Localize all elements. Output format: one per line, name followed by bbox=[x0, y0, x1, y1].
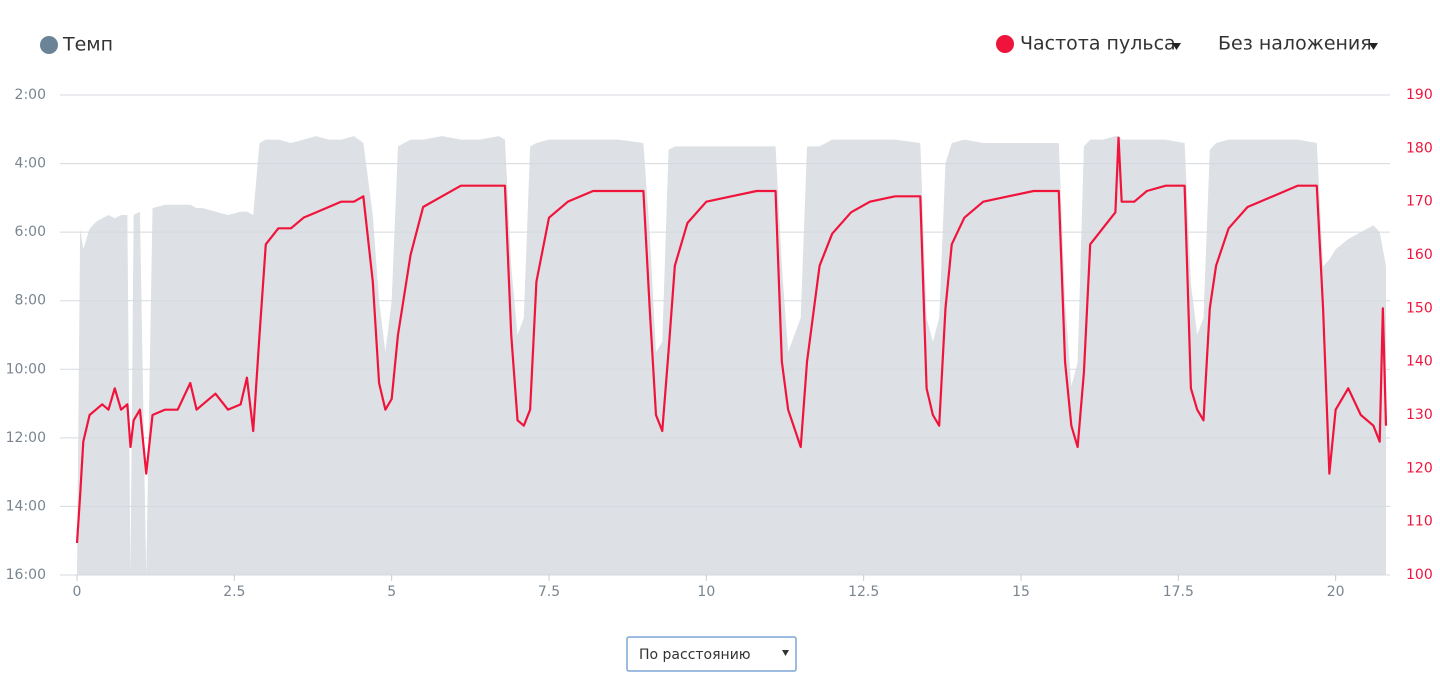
x-tick-label: 0 bbox=[73, 584, 82, 600]
dropdown-arrow[interactable] bbox=[1172, 43, 1181, 50]
y2-tick-label: 110 bbox=[1406, 514, 1433, 530]
legend-marker bbox=[40, 36, 58, 54]
y2-tick-label: 180 bbox=[1406, 140, 1433, 156]
y-tick-label: 12:00 bbox=[6, 430, 46, 446]
y-tick-label: 6:00 bbox=[15, 224, 46, 240]
y2-tick-label: 130 bbox=[1406, 407, 1433, 423]
y-tick-label: 2:00 bbox=[15, 87, 46, 103]
pace-area bbox=[77, 136, 1386, 575]
y-tick-label: 14:00 bbox=[6, 498, 46, 514]
legend-marker bbox=[996, 35, 1014, 53]
y2-tick-label: 140 bbox=[1406, 354, 1433, 370]
legend-label[interactable]: Частота пульса bbox=[1020, 33, 1176, 55]
y2-tick-label: 160 bbox=[1406, 247, 1433, 263]
dropdown-arrow[interactable] bbox=[1369, 43, 1378, 50]
x-mode-select[interactable] bbox=[626, 636, 797, 672]
overlay-select[interactable]: Без наложения bbox=[1218, 33, 1372, 55]
x-tick-label: 20 bbox=[1327, 584, 1345, 600]
y2-tick-label: 100 bbox=[1406, 567, 1433, 583]
x-tick-label: 17.5 bbox=[1163, 584, 1194, 600]
x-tick-label: 2.5 bbox=[223, 584, 245, 600]
x-tick-label: 5 bbox=[387, 584, 396, 600]
x-tick-label: 15 bbox=[1012, 584, 1030, 600]
y2-tick-label: 120 bbox=[1406, 460, 1433, 476]
y-tick-label: 16:00 bbox=[6, 567, 46, 583]
y2-tick-label: 170 bbox=[1406, 194, 1433, 210]
y-tick-label: 10:00 bbox=[6, 361, 46, 377]
x-mode-label[interactable]: По расстоянию bbox=[639, 647, 751, 663]
y-tick-label: 8:00 bbox=[15, 293, 46, 309]
y2-tick-label: 190 bbox=[1406, 87, 1433, 103]
heart-rate-line bbox=[75, 136, 1388, 544]
x-tick-label: 10 bbox=[697, 584, 715, 600]
x-tick-label: 12.5 bbox=[848, 584, 879, 600]
dropdown-arrow[interactable] bbox=[782, 650, 789, 656]
y2-tick-label: 150 bbox=[1406, 300, 1433, 316]
y-tick-label: 4:00 bbox=[15, 156, 46, 172]
legend-label[interactable]: Темп bbox=[62, 34, 113, 56]
x-tick-label: 7.5 bbox=[538, 584, 560, 600]
